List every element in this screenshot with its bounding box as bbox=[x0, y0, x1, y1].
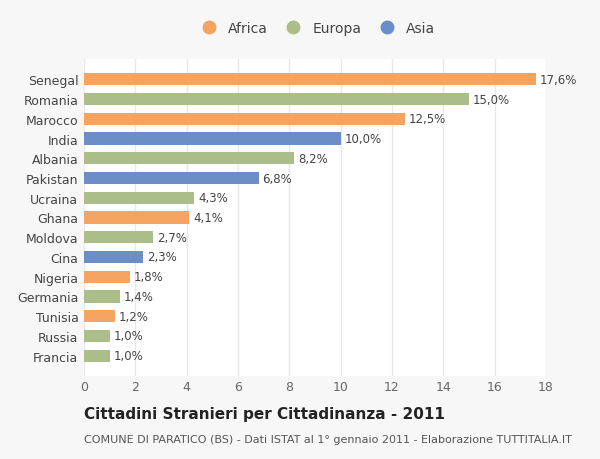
Text: 1,0%: 1,0% bbox=[113, 349, 143, 362]
Legend: Africa, Europa, Asia: Africa, Europa, Asia bbox=[190, 16, 440, 41]
Text: 1,8%: 1,8% bbox=[134, 271, 164, 284]
Bar bbox=[84, 252, 143, 263]
Bar bbox=[84, 271, 130, 283]
Text: Cittadini Stranieri per Cittadinanza - 2011: Cittadini Stranieri per Cittadinanza - 2… bbox=[84, 406, 445, 421]
Text: 17,6%: 17,6% bbox=[539, 74, 577, 87]
Text: 15,0%: 15,0% bbox=[473, 93, 510, 106]
Text: 4,1%: 4,1% bbox=[193, 212, 223, 224]
Bar bbox=[84, 192, 194, 204]
Bar bbox=[84, 173, 259, 185]
Text: COMUNE DI PARATICO (BS) - Dati ISTAT al 1° gennaio 2011 - Elaborazione TUTTITALI: COMUNE DI PARATICO (BS) - Dati ISTAT al … bbox=[84, 434, 572, 444]
Bar bbox=[84, 133, 341, 146]
Bar bbox=[84, 330, 110, 342]
Bar bbox=[84, 74, 536, 86]
Text: 6,8%: 6,8% bbox=[262, 172, 292, 185]
Bar bbox=[84, 232, 154, 244]
Text: 1,2%: 1,2% bbox=[119, 310, 149, 323]
Text: 8,2%: 8,2% bbox=[298, 152, 328, 165]
Bar bbox=[84, 291, 120, 303]
Bar bbox=[84, 350, 110, 362]
Text: 10,0%: 10,0% bbox=[344, 133, 382, 146]
Text: 2,3%: 2,3% bbox=[147, 251, 176, 264]
Text: 2,7%: 2,7% bbox=[157, 231, 187, 244]
Bar bbox=[84, 94, 469, 106]
Text: 12,5%: 12,5% bbox=[409, 113, 446, 126]
Text: 1,0%: 1,0% bbox=[113, 330, 143, 343]
Bar bbox=[84, 113, 405, 126]
Text: 4,3%: 4,3% bbox=[198, 192, 228, 205]
Text: 1,4%: 1,4% bbox=[124, 290, 154, 303]
Bar bbox=[84, 310, 115, 323]
Bar bbox=[84, 153, 295, 165]
Bar bbox=[84, 212, 189, 224]
